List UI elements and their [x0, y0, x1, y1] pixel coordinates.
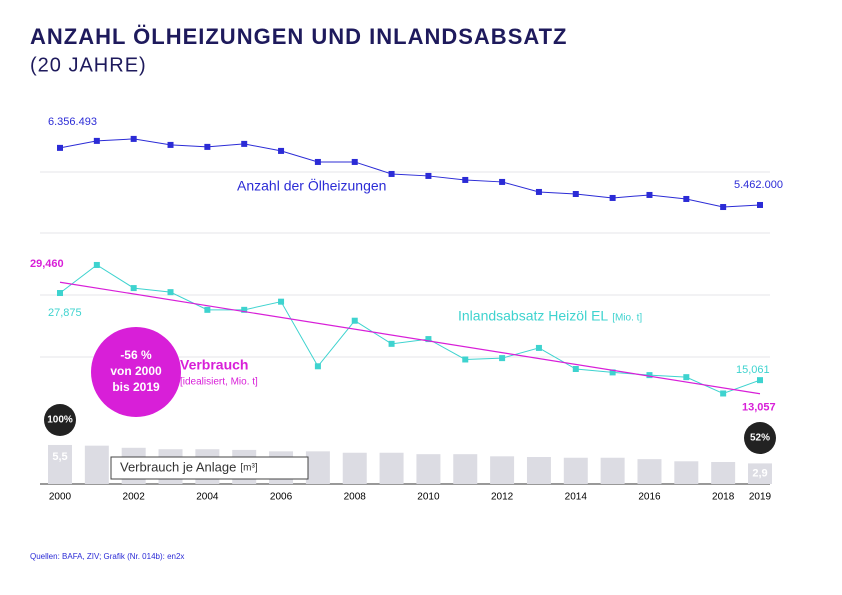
- marker: [351, 158, 358, 165]
- chart-subtitle: (20 JAHRE): [30, 54, 147, 76]
- badge: [91, 327, 181, 417]
- marker: [314, 363, 321, 370]
- marker: [167, 141, 174, 148]
- series-label: Verbrauch je Anlage: [120, 459, 236, 474]
- marker: [462, 356, 469, 363]
- marker: [646, 372, 653, 379]
- series-label: Anzahl der Ölheizungen: [237, 177, 386, 194]
- marker: [535, 344, 542, 351]
- x-tick-label: 2008: [344, 492, 367, 503]
- marker: [720, 204, 727, 211]
- bar: [563, 457, 588, 484]
- bar: [305, 451, 330, 484]
- marker: [572, 191, 579, 197]
- x-tick-label: 2019: [749, 492, 772, 503]
- x-tick-label: 2014: [565, 492, 588, 503]
- share-circle: [744, 422, 776, 454]
- marker: [683, 195, 690, 202]
- marker: [93, 137, 100, 144]
- marker: [462, 176, 469, 183]
- bar: [748, 463, 772, 484]
- value-label: 5,5: [52, 451, 67, 463]
- marker: [351, 317, 358, 324]
- series-line: [59, 138, 761, 208]
- bar: [526, 457, 551, 484]
- value-label: 5.462.000: [734, 179, 783, 191]
- bar: [84, 445, 109, 484]
- marker: [425, 172, 432, 179]
- value-label: 13,057: [742, 402, 776, 414]
- x-tick-label: 2018: [712, 492, 735, 503]
- badge-text: von 2000: [110, 364, 162, 378]
- x-tick-label: 2004: [196, 492, 219, 503]
- value-label: 29,460: [30, 258, 64, 270]
- marker: [241, 306, 248, 313]
- series-unit: [Mio. t]: [612, 313, 642, 324]
- legend-box: [110, 456, 309, 480]
- value-label: 15,061: [736, 364, 770, 376]
- series-label: Inlandsabsatz Heizöl EL: [458, 308, 608, 324]
- marker: [130, 285, 137, 292]
- x-tick-label: 2006: [270, 492, 293, 503]
- marker: [499, 355, 506, 362]
- bar: [453, 454, 478, 484]
- bar: [416, 454, 441, 484]
- marker: [425, 336, 432, 343]
- x-tick-label: 2016: [638, 492, 661, 503]
- value-label: 27,875: [48, 307, 82, 319]
- series-line: [59, 281, 761, 395]
- bar: [637, 459, 662, 484]
- marker: [720, 390, 727, 397]
- value-label: 2,9: [752, 467, 767, 479]
- x-tick-label: 2002: [123, 492, 146, 503]
- bar: [711, 461, 736, 484]
- x-tick-label: 2012: [491, 492, 514, 503]
- marker: [646, 191, 653, 198]
- marker: [572, 366, 579, 372]
- share-text: 52%: [750, 433, 770, 444]
- marker: [314, 158, 321, 165]
- badge-text: bis 2019: [112, 380, 160, 394]
- x-tick-label: 2000: [49, 492, 72, 503]
- marker: [757, 377, 763, 384]
- marker: [683, 374, 690, 381]
- marker: [278, 147, 285, 154]
- bar: [342, 452, 367, 484]
- bar: [600, 457, 625, 484]
- marker: [609, 369, 616, 376]
- bar: [674, 461, 699, 484]
- marker: [388, 170, 395, 177]
- marker: [204, 306, 211, 313]
- marker: [278, 298, 285, 305]
- marker: [130, 135, 137, 142]
- marker: [609, 194, 616, 201]
- series-label: Verbrauch: [180, 357, 248, 373]
- marker: [57, 290, 63, 297]
- marker: [499, 178, 506, 185]
- marker: [535, 188, 542, 195]
- share-text: 100%: [47, 415, 73, 426]
- marker: [757, 201, 763, 208]
- series-unit: [idealisiert, Mio. t]: [180, 377, 258, 388]
- marker: [204, 143, 211, 150]
- marker: [57, 144, 63, 151]
- share-circle: [44, 404, 76, 436]
- marker: [241, 140, 248, 147]
- bar: [48, 444, 72, 484]
- bar: [379, 452, 404, 484]
- series-unit: [m³]: [240, 463, 257, 474]
- marker: [388, 340, 395, 347]
- marker: [93, 261, 100, 268]
- value-label: 6.356.493: [48, 116, 97, 128]
- source: Quellen: BAFA, ZIV; Grafik (Nr. 014b): e…: [30, 552, 184, 561]
- x-tick-label: 2010: [417, 492, 440, 503]
- marker: [167, 289, 174, 296]
- chart-title: ANZAHL ÖLHEIZUNGEN UND INLANDSABSATZ: [30, 24, 568, 49]
- badge-text: -56 %: [120, 348, 152, 362]
- bar: [490, 456, 515, 484]
